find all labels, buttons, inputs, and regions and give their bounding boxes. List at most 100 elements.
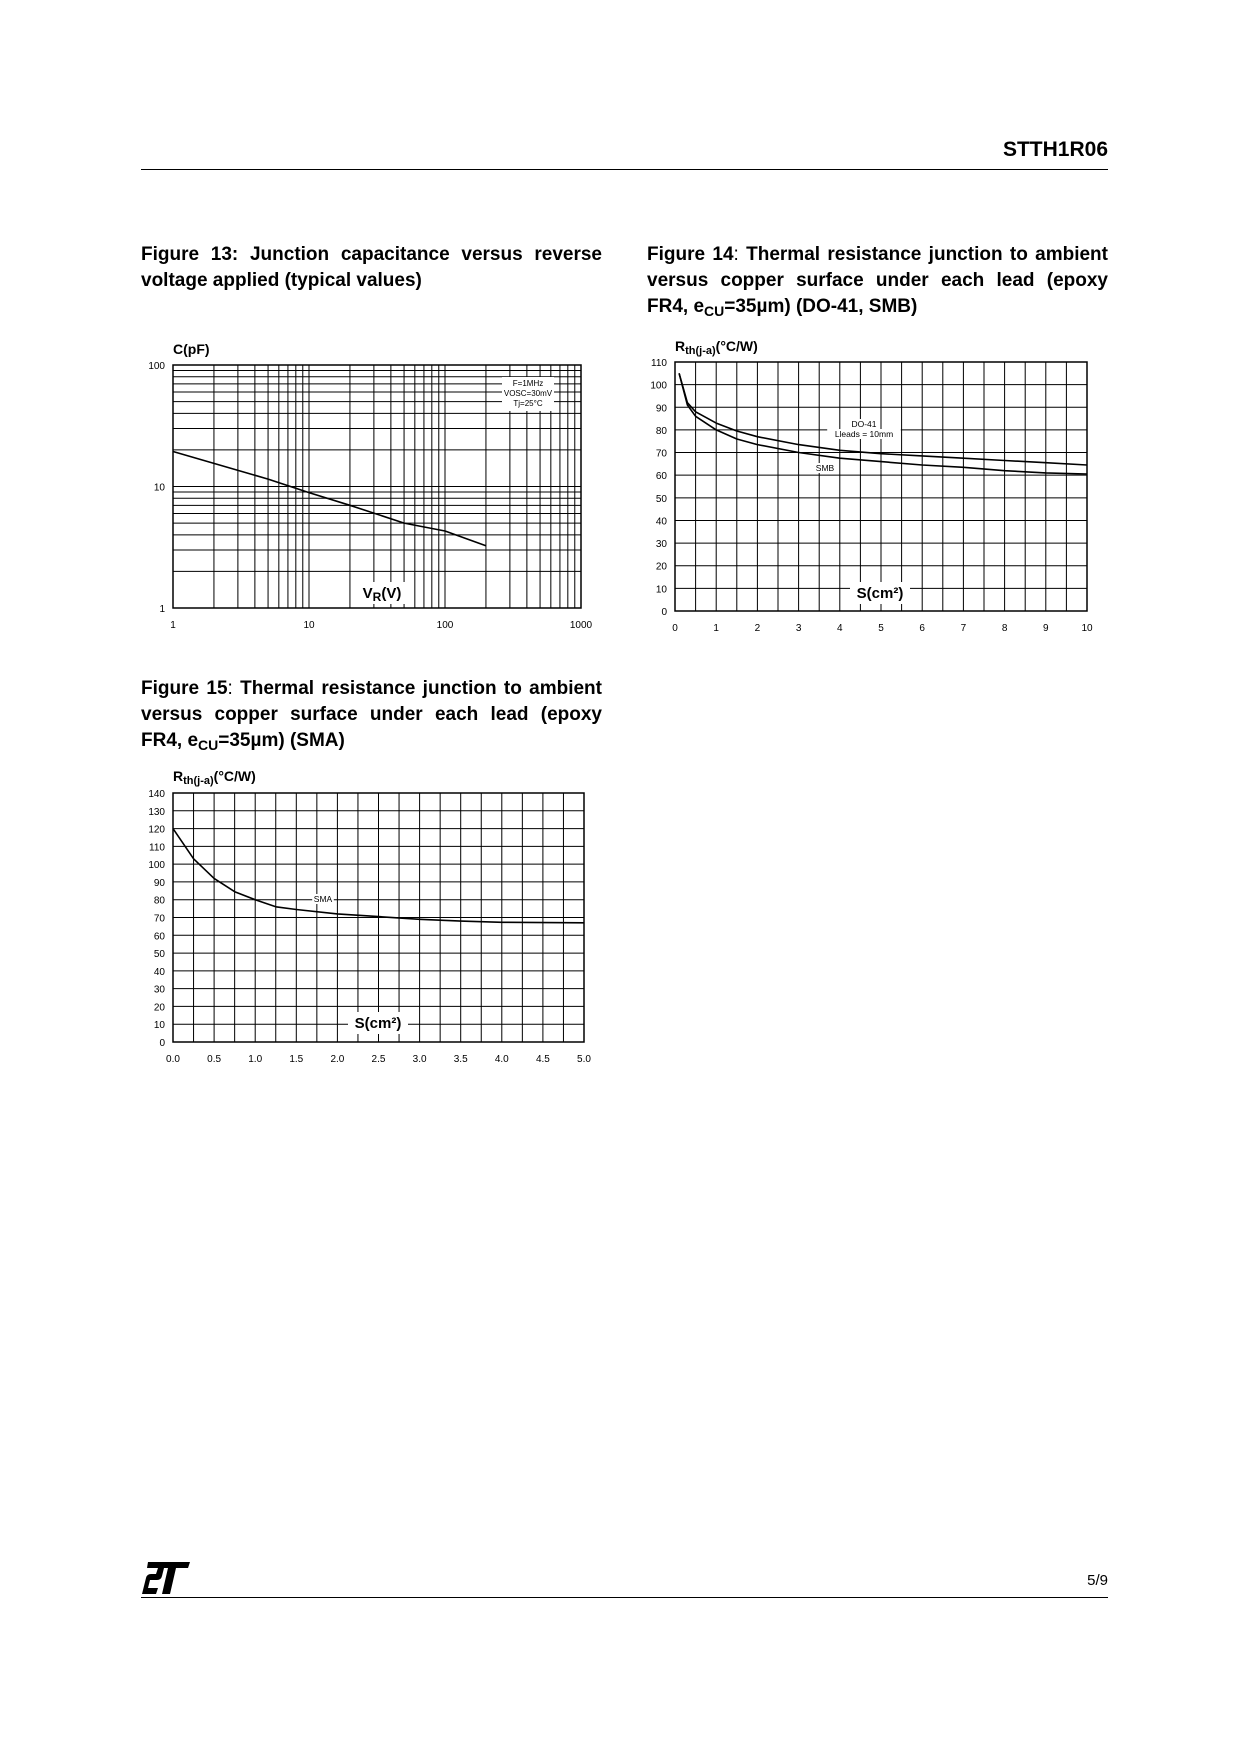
x-tick-label: 3.5 — [454, 1054, 468, 1065]
y-tick-label: 100 — [148, 361, 165, 372]
y-tick-label: 90 — [656, 403, 668, 414]
y-tick-label: 30 — [656, 539, 668, 550]
series-label-background — [827, 429, 901, 439]
x-tick-label: 1.5 — [289, 1054, 303, 1065]
y-tick-label: 10 — [154, 1020, 166, 1031]
series-line — [678, 373, 1088, 466]
figure-15-caption: Figure 15: Thermal resistance junction t… — [141, 676, 602, 754]
x-axis-label-background — [850, 582, 910, 604]
figure-text: Thermal resistance junction to ambient v… — [647, 244, 1108, 317]
series-line — [678, 373, 1088, 475]
y-tick-label: 80 — [656, 426, 668, 437]
figure-text-end: =35µm) (SMA) — [218, 730, 345, 751]
charts-layer: 1 10 100 1000110100C(pF)VR(V)F=1MHzVOSC=30m… — [148, 338, 1093, 1065]
chart-2: 0 1 2 3 4 5 6 7 8 9 100102030405060708090100110Rth… — [650, 338, 1093, 634]
y-tick-label: 40 — [656, 516, 668, 527]
y-tick-label: 50 — [656, 494, 668, 505]
x-tick-label: 0 — [672, 623, 678, 634]
x-tick-label: 1.0 — [248, 1054, 262, 1065]
x-tick-label: 5.0 — [577, 1054, 591, 1065]
st-logo — [142, 1562, 190, 1594]
chart-annotation: Tj=25°C — [513, 399, 542, 408]
x-tick-label: 8 — [1002, 623, 1008, 634]
y-tick-label: 20 — [154, 1002, 166, 1013]
chart-1: 1 10 100 1000 1 10 100 C(pF) VR(V) F=1MHzVOSC=30m… — [148, 341, 592, 631]
series-line — [172, 450, 487, 547]
series-label: Lleads = 10mm — [835, 429, 893, 439]
figure-label: Figure 15 — [141, 678, 228, 699]
x-tick-label: 4.5 — [536, 1054, 550, 1065]
x-tick-label: 3.0 — [413, 1054, 427, 1065]
y-tick-label: 100 — [650, 381, 667, 392]
y-tick-label: 20 — [656, 562, 668, 573]
y-tick-label: 10 — [154, 483, 166, 494]
y-tick-label: 30 — [154, 985, 166, 996]
y-tick-label: 40 — [154, 967, 166, 978]
series-line — [172, 828, 585, 924]
figure-label: Figure 13: — [141, 244, 239, 265]
y-tick-label: 0 — [661, 607, 667, 618]
y-tick-label: 70 — [656, 449, 668, 460]
y-tick-label: 130 — [148, 807, 165, 818]
footer-rule — [141, 1597, 1108, 1598]
y-tick-label: 10 — [656, 584, 668, 595]
series-label: SMB — [816, 463, 835, 473]
x-tick-label: 1 — [170, 620, 176, 631]
x-axis-label-background — [348, 1012, 408, 1034]
series-label: DO-41 — [851, 419, 876, 429]
x-tick-label: 2.5 — [372, 1054, 386, 1065]
x-tick-label: 10 — [1081, 623, 1093, 634]
y-axis-label: Rth(j-a)(°C/W) — [173, 768, 256, 787]
figure-label: Figure 14 — [647, 244, 734, 265]
header-rule — [141, 169, 1108, 170]
annotation-background — [502, 377, 554, 411]
y-tick-label: 1 — [159, 604, 165, 615]
series-label-background — [848, 419, 880, 429]
y-axis-label: Rth(j-a)(°C/W) — [675, 338, 758, 357]
x-axis-label: VR(V) — [363, 585, 402, 604]
x-tick-label: 5 — [878, 623, 884, 634]
x-axis-label-background — [356, 582, 408, 604]
y-tick-label: 90 — [154, 878, 166, 889]
series-label: SMA — [314, 894, 333, 904]
plot-frame — [172, 792, 585, 1043]
y-axis-label: C(pF) — [173, 341, 210, 357]
y-tick-label: 60 — [154, 931, 166, 942]
y-tick-label: 60 — [656, 471, 668, 482]
x-tick-label: 6 — [919, 623, 925, 634]
plot-frame — [674, 361, 1088, 612]
x-tick-label: 7 — [961, 623, 967, 634]
x-tick-label: 1000 — [570, 620, 593, 631]
y-tick-label: 140 — [148, 789, 165, 800]
x-axis-label: S(cm²) — [857, 585, 904, 602]
x-tick-label: 100 — [437, 620, 454, 631]
figure-text-end: =35µm) (DO-41, SMB) — [724, 296, 918, 317]
x-tick-label: 4 — [837, 623, 843, 634]
figure-text-sub: CU — [198, 737, 219, 753]
series-label-background — [814, 463, 836, 473]
x-tick-label: 0.5 — [207, 1054, 221, 1065]
series-label-background — [312, 894, 334, 904]
page-number: 5/9 — [1087, 1572, 1108, 1589]
x-tick-label: 9 — [1043, 623, 1049, 634]
y-tick-label: 50 — [154, 949, 166, 960]
x-tick-label: 2 — [755, 623, 761, 634]
grid — [674, 361, 1088, 612]
y-tick-label: 120 — [148, 825, 165, 836]
y-tick-label: 80 — [154, 896, 166, 907]
x-axis-label: S(cm²) — [355, 1015, 402, 1032]
figure-label-sep: : — [227, 678, 233, 699]
figure-text-sub: CU — [704, 303, 725, 319]
y-tick-label: 110 — [149, 842, 165, 853]
figure-text: Junction capacitance versus reverse volt… — [141, 244, 602, 291]
figure-text: Thermal resistance junction to ambient v… — [141, 678, 602, 751]
y-tick-label: 0 — [159, 1038, 165, 1049]
x-tick-label: 2.0 — [330, 1054, 344, 1065]
figure-13-caption: Figure 13: Junction capacitance versus r… — [141, 242, 602, 294]
chart-3: 0.0 0.5 1.0 1.5 2.0 2.5 3.0 3.5 4.0 4.5 5.0 0 10 20 30… — [148, 768, 591, 1065]
figure-14-caption: Figure 14: Thermal resistance junction t… — [647, 242, 1108, 320]
y-tick-label: 110 — [651, 358, 667, 369]
x-tick-label: 4.0 — [495, 1054, 509, 1065]
y-tick-label: 70 — [154, 914, 166, 925]
plot-frame — [172, 364, 582, 609]
